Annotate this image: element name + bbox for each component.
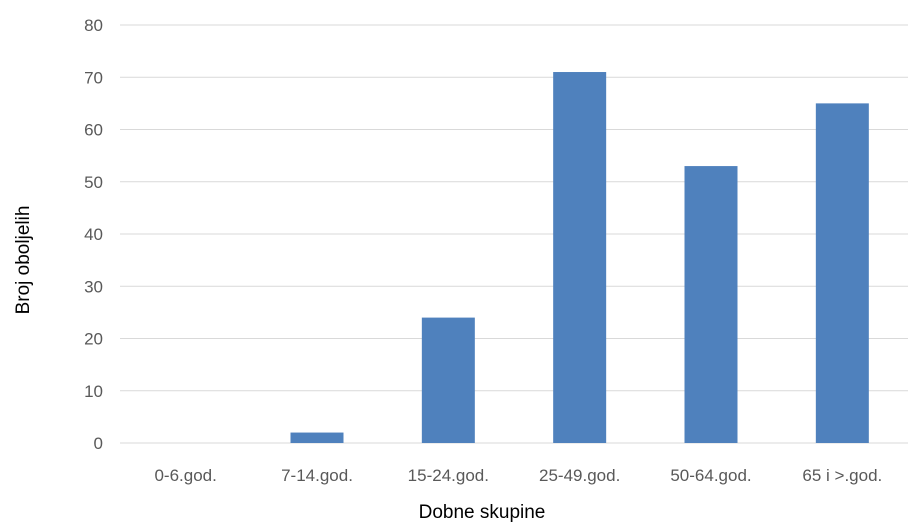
y-tick-label: 20 — [84, 330, 103, 349]
x-tick-label: 25-49.god. — [539, 466, 620, 485]
y-tick-label: 40 — [84, 225, 103, 244]
y-tick-label: 70 — [84, 68, 103, 87]
y-tick-label: 80 — [84, 16, 103, 35]
x-tick-label: 7-14.god. — [281, 466, 353, 485]
x-tick-label: 65 i >.god. — [802, 466, 882, 485]
y-tick-label: 0 — [94, 434, 103, 453]
y-tick-label: 60 — [84, 121, 103, 140]
bar — [290, 432, 344, 443]
y-tick-label: 30 — [84, 277, 103, 296]
x-tick-label: 0-6.god. — [154, 466, 216, 485]
bar — [815, 103, 869, 443]
y-axis-ticks: 0 10 20 30 40 50 60 70 80 — [84, 16, 103, 453]
y-tick-label: 50 — [84, 173, 103, 192]
bar — [421, 317, 475, 443]
bars — [290, 72, 869, 444]
y-tick-label: 10 — [84, 382, 103, 401]
gridlines — [120, 24, 908, 444]
bar — [553, 72, 607, 444]
x-tick-label: 50-64.god. — [670, 466, 751, 485]
x-axis-ticks: 0-6.god. 7-14.god. 15-24.god. 25-49.god. 50-… — [154, 466, 882, 485]
x-tick-label: 15-24.god. — [408, 466, 489, 485]
y-axis-title: Broj oboljelih — [13, 206, 34, 315]
x-axis-title: Dobne skupine — [419, 502, 546, 523]
bar — [684, 166, 738, 443]
